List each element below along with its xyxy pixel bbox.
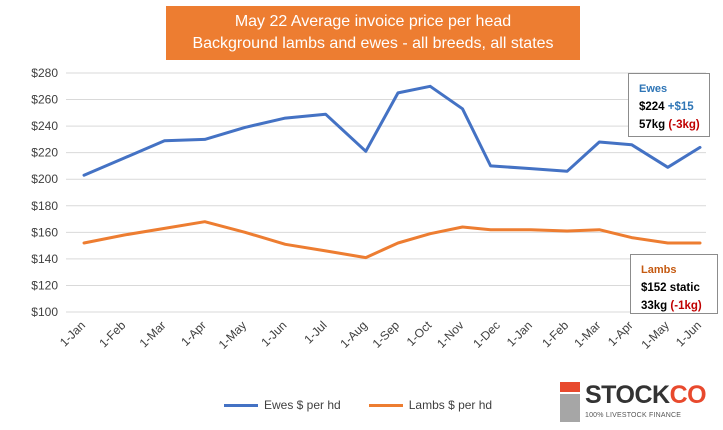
stockco-logo: STOCKCO 100% LIVESTOCK FINANCE <box>560 380 707 428</box>
legend-swatch-lambs <box>368 403 403 407</box>
y-tick-label: $160 <box>31 225 58 239</box>
chart-title-line2: Background lambs and ewes - all breeds, … <box>192 35 554 52</box>
ewes-callout-price: $224 <box>639 101 665 113</box>
legend-item-ewes: Ewes $ per hd <box>224 398 341 412</box>
lambs-callout-price: $152 <box>641 282 667 294</box>
y-tick-label: $280 <box>31 66 58 80</box>
legend-label-ewes: Ewes $ per hd <box>264 398 341 412</box>
x-tick-label: 1-Apr <box>605 318 636 349</box>
ewes-callout-change: +$15 <box>667 101 694 113</box>
x-tick-label: 1-Jun <box>258 318 289 349</box>
ewes-callout-label: Ewes <box>639 83 668 95</box>
x-tick-label: 1-Feb <box>539 318 571 350</box>
legend-swatch-ewes <box>224 403 258 407</box>
y-tick-label: $140 <box>31 252 58 266</box>
x-tick-label: 1-Jun <box>673 318 704 349</box>
ewes-callout-weight-change: (-3kg) <box>668 119 700 131</box>
x-tick-label: 1-May <box>216 318 249 351</box>
x-tick-label: 1-Jan <box>504 318 535 349</box>
x-tick-label: 1-Aug <box>337 318 370 351</box>
y-tick-label: $180 <box>31 199 58 213</box>
lambs-callout-weight: 33kg <box>641 300 668 312</box>
x-axis-ticks: 1-Jan 1-Feb 1-Mar 1-Apr 1-May 1-Jun 1-Jul 1-Aug… <box>57 318 704 352</box>
series-line-ewes <box>82 84 702 177</box>
x-tick-label: 1-May <box>638 318 671 351</box>
x-tick-label: 1-Mar <box>571 318 603 350</box>
x-tick-label: 1-Nov <box>434 318 467 351</box>
chart-legend: Ewes $ per hd Lambs $ per hd <box>224 398 520 412</box>
legend-item-lambs: Lambs $ per hd <box>368 398 493 412</box>
logo-mark-bottom <box>560 394 580 422</box>
y-tick-label: $220 <box>31 146 58 160</box>
x-tick-label: 1-Dec <box>470 318 503 351</box>
logo-wordmark: STOCKCO <box>585 380 707 410</box>
logo-mark-top <box>560 382 580 392</box>
y-tick-label: $100 <box>31 305 58 319</box>
series-lines <box>82 84 702 260</box>
x-tick-label: 1-Oct <box>404 318 435 349</box>
grid-lines <box>66 72 706 313</box>
y-tick-label: $120 <box>31 278 58 292</box>
chart-title-line1: May 22 Average invoice price per head <box>234 13 512 30</box>
x-tick-label: 1-Feb <box>96 318 128 350</box>
x-tick-label: 1-Apr <box>178 318 209 349</box>
ewes-callout: Ewes $224 +$15 57kg (-3kg) <box>628 73 710 137</box>
x-tick-label: 1-Mar <box>137 318 169 350</box>
y-tick-label: $240 <box>31 119 58 133</box>
logo-word-stock: STOCK <box>585 381 670 409</box>
chart-title: May 22 Average invoice price per head Ba… <box>166 6 580 60</box>
logo-word-co: CO <box>669 381 707 409</box>
lambs-callout-change: static <box>669 282 700 294</box>
logo-tagline: 100% LIVESTOCK FINANCE <box>585 412 682 419</box>
lambs-callout-label: Lambs <box>641 264 677 276</box>
lambs-callout: Lambs $152 static 33kg (-1kg) <box>630 254 718 314</box>
y-tick-label: $200 <box>31 172 58 186</box>
legend-label-lambs: Lambs $ per hd <box>408 398 493 412</box>
y-axis-ticks: $100 $120 $140 $160 $180 $200 $220 $240 $260 $280 <box>31 66 58 319</box>
series-line-lambs <box>82 220 702 260</box>
lambs-callout-weight-change: (-1kg) <box>670 300 702 312</box>
y-tick-label: $260 <box>31 93 58 107</box>
x-tick-label: 1-Jul <box>301 318 329 346</box>
ewes-callout-weight: 57kg <box>639 119 666 131</box>
x-tick-label: 1-Jan <box>57 318 88 349</box>
x-tick-label: 1-Sep <box>370 318 403 351</box>
